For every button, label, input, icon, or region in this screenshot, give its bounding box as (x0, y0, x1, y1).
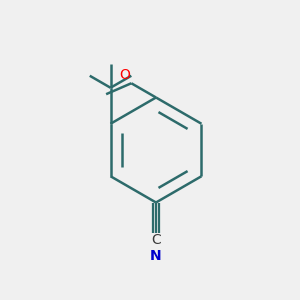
Text: O: O (119, 68, 130, 82)
Text: N: N (150, 249, 162, 263)
Text: C: C (151, 233, 161, 247)
